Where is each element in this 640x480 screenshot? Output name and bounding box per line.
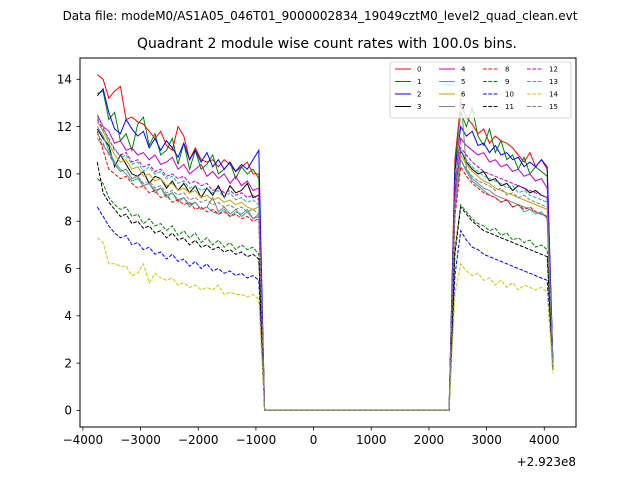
x-tick-label: 4000 (529, 433, 560, 447)
plot-area-frame (79, 57, 577, 428)
legend-label-6: 6 (461, 91, 466, 99)
series-line-11 (96, 162, 554, 411)
legend-label-11: 11 (505, 103, 514, 111)
legend-label-12: 12 (549, 66, 558, 74)
legend-label-15: 15 (549, 103, 558, 111)
y-axis-ticks: 0 2 4 6 8 10 12 14 (57, 73, 80, 418)
legend-label-0: 0 (417, 66, 421, 74)
x-tick-label: 1000 (356, 433, 387, 447)
y-tick-label: 6 (64, 262, 72, 276)
series-line-6 (96, 121, 554, 411)
series-line-8 (96, 131, 554, 411)
y-tick-label: 12 (57, 120, 72, 134)
x-tick-label: −2000 (178, 433, 219, 447)
series-line-4 (96, 114, 554, 411)
series-line-1 (97, 90, 554, 411)
y-tick-label: 14 (57, 73, 72, 87)
x-tick-label: 3000 (471, 433, 502, 447)
y-tick-label: 2 (64, 356, 72, 370)
x-axis-ticks: −4000 −3000 −2000 −1000 0 1000 2000 3000 4000 (63, 427, 560, 447)
legend-label-3: 3 (417, 103, 421, 111)
y-tick-label: 4 (64, 309, 72, 323)
legend-frame (389, 61, 572, 119)
x-tick-label: 0 (310, 433, 318, 447)
x-tick-label: 2000 (414, 433, 445, 447)
y-tick-label: 10 (57, 167, 72, 181)
legend-label-10: 10 (505, 91, 514, 99)
plot-area-background (80, 58, 576, 427)
series-layer (96, 74, 554, 411)
legend-label-14: 14 (549, 91, 558, 99)
legend-label-5: 5 (461, 78, 465, 86)
legend-label-2: 2 (417, 91, 421, 99)
legend-label-9: 9 (505, 78, 509, 86)
legend-label-4: 4 (461, 66, 466, 74)
series-line-14 (96, 237, 554, 411)
y-tick-label: 8 (64, 215, 72, 229)
x-tick-label: −3000 (120, 433, 161, 447)
x-offset-label: +2.923e8 (517, 455, 576, 469)
series-line-2 (96, 87, 554, 411)
legend-label-8: 8 (505, 66, 509, 74)
chart-title: Quadrant 2 module wise count rates with … (137, 36, 517, 52)
legend-label-1: 1 (417, 78, 421, 86)
series-line-12 (96, 119, 554, 411)
series-line-15 (96, 133, 554, 411)
series-line-9 (96, 178, 554, 411)
data-file-caption: Data file: modeM0/AS1A05_046T01_90000028… (63, 9, 578, 23)
series-line-10 (96, 206, 554, 411)
x-tick-label: −1000 (236, 433, 277, 447)
series-line-13 (96, 116, 554, 411)
legend-label-7: 7 (461, 103, 465, 111)
x-tick-label: −4000 (63, 433, 104, 447)
legend-label-13: 13 (549, 78, 558, 86)
y-tick-label: 0 (64, 404, 72, 418)
